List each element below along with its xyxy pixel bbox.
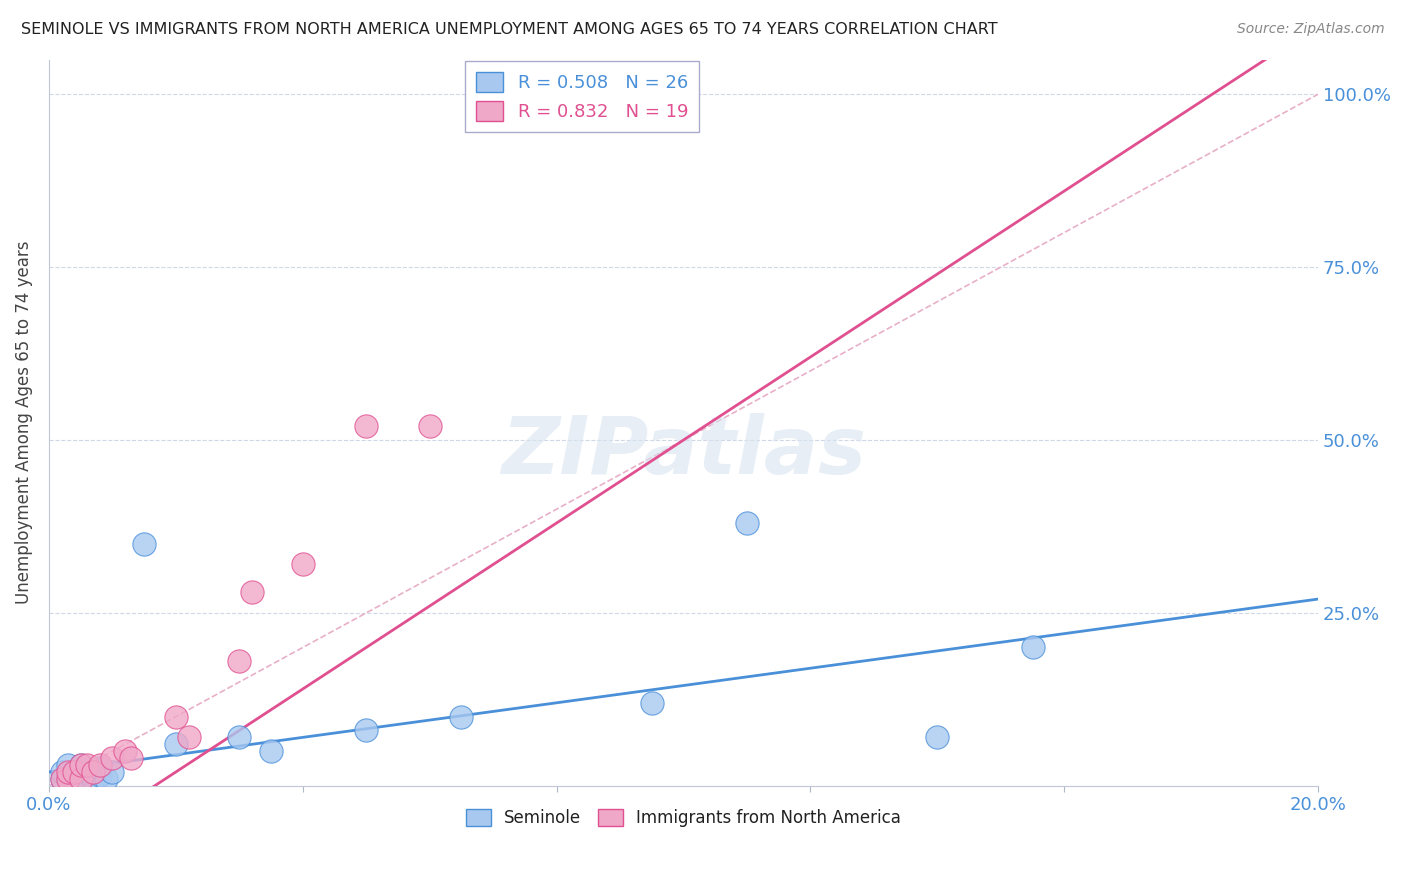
Point [89,758,111,772]
Point [228,731,250,745]
Point [641,696,664,710]
Legend: Seminole, Immigrants from North America: Seminole, Immigrants from North America [457,801,910,836]
Point [260,744,283,758]
Point [165,709,187,723]
Point [356,419,378,434]
Text: Source: ZipAtlas.com: Source: ZipAtlas.com [1237,22,1385,37]
Point [76,772,98,786]
Point [82,772,104,786]
Point [101,764,124,779]
Point [927,731,949,745]
Point [177,731,200,745]
Point [165,737,187,751]
Point [69,758,91,772]
Point [56,758,79,772]
Point [94,772,117,786]
Point [51,772,73,786]
Point [63,772,86,786]
Point [240,585,263,599]
Point [69,772,91,786]
Point [291,558,314,572]
Point [56,764,79,779]
Point [76,758,98,772]
Point [51,772,73,786]
Point [76,764,98,779]
Point [419,419,441,434]
Point [101,751,124,765]
Point [69,758,91,772]
Point [134,537,156,551]
Point [114,744,136,758]
Point [121,751,143,765]
Text: SEMINOLE VS IMMIGRANTS FROM NORTH AMERICA UNEMPLOYMENT AMONG AGES 65 TO 74 YEARS: SEMINOLE VS IMMIGRANTS FROM NORTH AMERIC… [21,22,998,37]
Text: ZIPatlas: ZIPatlas [501,413,866,491]
Point [56,772,79,786]
Point [56,772,79,786]
Point [228,654,250,668]
Point [450,709,472,723]
Point [89,768,111,782]
Point [82,764,104,779]
Point [356,723,378,738]
Point [63,764,86,779]
Point [89,762,111,776]
Point [63,764,86,779]
Point [51,764,73,779]
Point [69,764,91,779]
Point [735,516,758,530]
Y-axis label: Unemployment Among Ages 65 to 74 years: Unemployment Among Ages 65 to 74 years [15,241,32,605]
Point [1021,640,1043,655]
Point [69,772,91,786]
